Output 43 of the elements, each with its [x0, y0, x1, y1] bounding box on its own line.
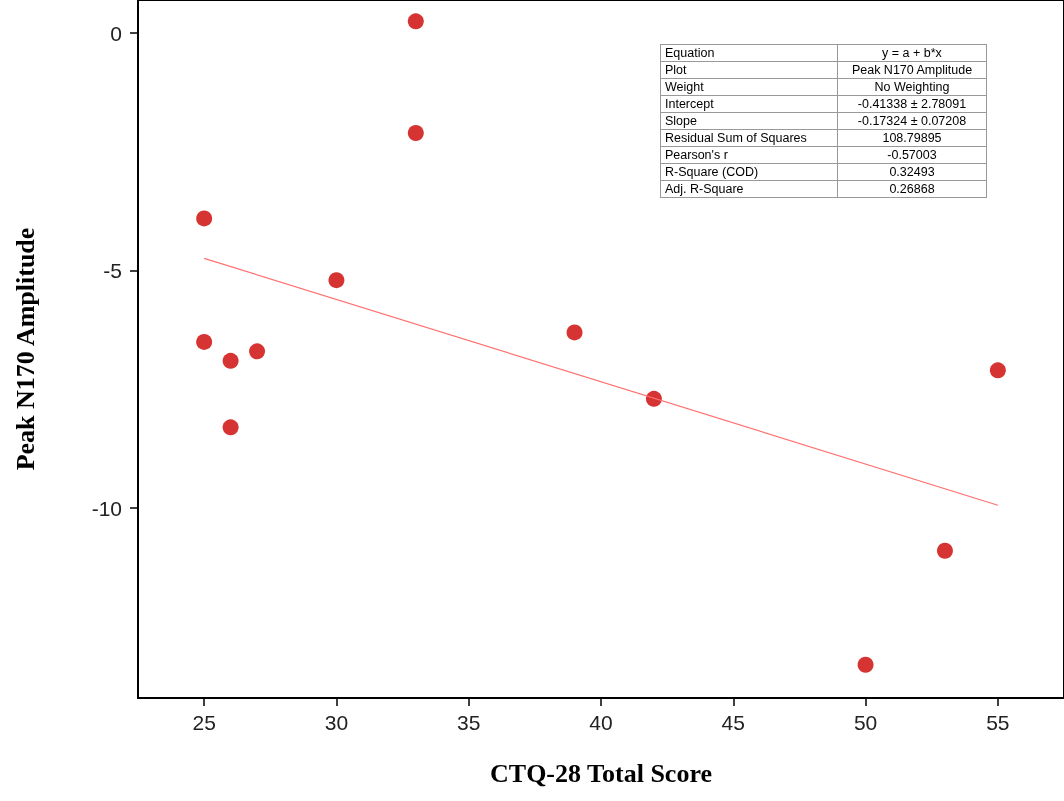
point [407, 13, 424, 30]
annotation: -0.41338 ± 2.78091 [837, 95, 987, 113]
x-tick-label: 45 [721, 711, 745, 734]
annotation: Weight [660, 78, 838, 96]
annotation: -0.17324 ± 0.07208 [837, 112, 987, 130]
annotation: Plot [660, 61, 838, 79]
point [249, 343, 266, 360]
point [222, 419, 239, 436]
point [857, 656, 874, 673]
point [645, 390, 662, 407]
annotation: Peak N170 Amplitude [837, 61, 987, 79]
annotation: 0.26868 [837, 180, 987, 198]
point [407, 124, 424, 141]
annotation: Pearson's r [660, 146, 838, 164]
y-tick-label: -5 [103, 259, 122, 283]
annotation: Equation [660, 44, 838, 62]
x-axis-title: CTQ-28 Total Score [490, 758, 712, 788]
point [222, 352, 239, 369]
point [196, 210, 213, 227]
y-tick-label: 0 [110, 21, 122, 45]
point [328, 272, 345, 289]
x-tick-label: 30 [324, 711, 349, 734]
point [566, 324, 583, 341]
annotation: Residual Sum of Squares [660, 129, 838, 147]
point [936, 542, 953, 559]
x-tick-label: 25 [192, 711, 216, 734]
point [989, 362, 1006, 379]
x-tick-label: 40 [589, 711, 613, 734]
annotation: 0.32493 [837, 163, 987, 181]
y-axis-title: Peak N170 Amplitude [10, 227, 40, 471]
annotation: No Weighting [837, 78, 987, 96]
annotation: 108.79895 [837, 129, 987, 147]
x-tick-label: 35 [457, 711, 481, 734]
point [196, 333, 213, 350]
annotation: R-Square (COD) [660, 163, 838, 181]
annotation: Slope [660, 112, 838, 130]
annotation: -0.57003 [837, 146, 987, 164]
y-tick-label: -10 [91, 496, 122, 520]
annotation: Adj. R-Square [660, 180, 838, 198]
annotation: Intercept [660, 95, 838, 113]
x-tick-label: 50 [853, 711, 878, 734]
annotation: y = a + b*x [837, 44, 987, 62]
x-tick-label: 55 [986, 711, 1010, 734]
